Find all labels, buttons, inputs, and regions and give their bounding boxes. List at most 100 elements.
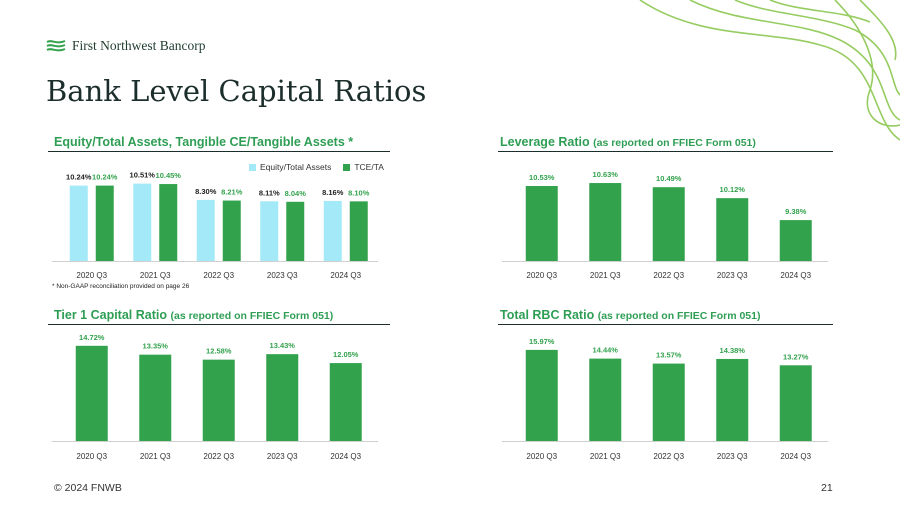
data-label: 10.53%: [529, 173, 555, 182]
equity-chart-legend: Equity/Total Assets TCE/TA: [249, 162, 384, 172]
legend-swatch-light-blue: [249, 163, 256, 171]
data-label: 14.38%: [720, 346, 746, 355]
bar-value-2020-q3: [525, 349, 558, 441]
bar-value-2020-q3: [525, 186, 558, 261]
bar-value-2023-q3: [716, 358, 749, 441]
data-label: 13.43%: [270, 341, 296, 350]
category-tick-label: 2022 Q3: [653, 452, 684, 461]
equity-title-rule: [48, 151, 390, 152]
category-tick-label: 2024 Q3: [780, 452, 811, 461]
company-logo: First Northwest Bancorp: [46, 38, 205, 54]
bar-value-2023-q3: [266, 354, 299, 441]
category-tick-label: 2024 Q3: [780, 271, 811, 280]
equity-ratio-bar-chart: 10.24% 10.24% 2020 Q3 10.51% 10.45% 2021 Q3 8.…: [52, 171, 378, 280]
bar-value-2021-q3: [589, 183, 622, 261]
data-label: 9.38%: [785, 207, 807, 216]
category-tick-label: 2023 Q3: [717, 452, 748, 461]
data-label: 10.45%: [156, 171, 182, 180]
copyright: © 2024 FNWB: [54, 482, 122, 494]
category-tick-label: 2023 Q3: [267, 452, 298, 461]
tier1-chart-title: Tier 1 Capital Ratio (as reported on FFI…: [54, 308, 333, 322]
bar-value-2023-q3: [716, 198, 749, 261]
data-label: 13.35%: [143, 342, 169, 351]
bar-value-2024-q3: [329, 363, 362, 441]
non-gaap-footnote: * Non-GAAP reconciliation provided on pa…: [52, 283, 190, 290]
bar-equity-total-assets-2022-q3: [196, 199, 215, 261]
tier1-title-rule: [48, 324, 390, 325]
category-tick-label: 2022 Q3: [653, 271, 684, 280]
rbc-title-rule: [498, 324, 833, 325]
rbc-chart-title-text: Total RBC Ratio: [500, 308, 595, 322]
legend-label: Equity/Total Assets: [260, 162, 332, 172]
category-tick-label: 2021 Q3: [140, 271, 171, 280]
wave-logo-icon: [46, 40, 66, 52]
bar-value-2024-q3: [779, 220, 812, 261]
bar-tce-ta-2023-q3: [286, 201, 305, 261]
legend-label: TCE/TA: [354, 162, 384, 172]
data-label: 8.21%: [221, 188, 243, 197]
bar-tce-ta-2021-q3: [159, 184, 178, 261]
data-label: 10.63%: [593, 170, 619, 179]
category-tick-label: 2020 Q3: [76, 271, 107, 280]
data-label: 10.51%: [130, 171, 156, 180]
bar-tce-ta-2020-q3: [95, 185, 114, 261]
company-name: First Northwest Bancorp: [72, 38, 206, 53]
category-tick-label: 2021 Q3: [140, 452, 171, 461]
bar-value-2021-q3: [139, 354, 172, 441]
bar-value-2024-q3: [779, 365, 812, 441]
equity-chart-title: Equity/Total Assets, Tangible CE/Tangibl…: [54, 135, 353, 149]
category-tick-label: 2022 Q3: [203, 271, 234, 280]
leverage-chart-title-suffix: (as reported on FFIEC Form 051): [593, 137, 756, 149]
bar-value-2021-q3: [589, 358, 622, 441]
bar-tce-ta-2024-q3: [349, 201, 368, 261]
data-label: 10.24%: [92, 173, 118, 182]
data-label: 10.49%: [656, 174, 682, 183]
tier1-chart-title-text: Tier 1 Capital Ratio: [54, 308, 167, 322]
data-label: 12.58%: [206, 347, 232, 356]
data-label: 8.16%: [322, 188, 344, 197]
category-tick-label: 2021 Q3: [590, 452, 621, 461]
category-tick-label: 2023 Q3: [717, 271, 748, 280]
category-tick-label: 2020 Q3: [526, 452, 557, 461]
page-number: 21: [821, 482, 833, 494]
category-tick-label: 2024 Q3: [330, 271, 361, 280]
data-label: 10.12%: [720, 185, 746, 194]
data-label: 8.10%: [348, 188, 370, 197]
data-label: 10.24%: [66, 173, 92, 182]
bar-equity-total-assets-2024-q3: [323, 200, 342, 261]
bar-tce-ta-2022-q3: [222, 200, 241, 261]
category-tick-label: 2022 Q3: [203, 452, 234, 461]
tier1-chart-title-suffix: (as reported on FFIEC Form 051): [170, 310, 334, 322]
bar-equity-total-assets-2023-q3: [260, 201, 279, 261]
category-tick-label: 2021 Q3: [590, 271, 621, 280]
data-label: 15.97%: [529, 337, 555, 346]
page-title: Bank Level Capital Ratios: [46, 74, 427, 108]
data-label: 14.44%: [593, 346, 619, 355]
rbc-chart-title-suffix: (as reported on FFIEC Form 051): [597, 310, 761, 322]
total-rbc-ratio-bar-chart: 15.97% 2020 Q3 14.44% 2021 Q3 13.57% 2022 Q3 1…: [502, 337, 828, 461]
bar-value-2020-q3: [75, 345, 108, 441]
bar-value-2022-q3: [652, 187, 685, 261]
equity-chart-title-text: Equity/Total Assets, Tangible CE/Tangibl…: [54, 135, 354, 149]
data-label: 13.27%: [783, 352, 809, 361]
data-label: 12.05%: [333, 350, 359, 359]
data-label: 8.11%: [259, 188, 280, 197]
tier1-capital-ratio-bar-chart: 14.72% 2020 Q3 13.35% 2021 Q3 12.58% 2022 Q3 1…: [52, 333, 378, 461]
data-label: 8.30%: [195, 187, 217, 196]
category-tick-label: 2020 Q3: [526, 271, 557, 280]
leverage-chart-title-text: Leverage Ratio: [500, 135, 590, 149]
category-tick-label: 2023 Q3: [267, 271, 298, 280]
leverage-chart-title: Leverage Ratio (as reported on FFIEC For…: [500, 135, 756, 149]
bar-value-2022-q3: [652, 363, 685, 441]
data-label: 13.57%: [656, 351, 682, 360]
bar-equity-total-assets-2021-q3: [133, 183, 152, 261]
bar-value-2022-q3: [202, 359, 235, 441]
leverage-ratio-bar-chart: 10.53% 2020 Q3 10.63% 2021 Q3 10.49% 2022 Q3 1…: [502, 170, 828, 280]
data-label: 14.72%: [79, 333, 105, 342]
category-tick-label: 2020 Q3: [76, 452, 107, 461]
legend-swatch-green: [343, 163, 351, 171]
legend-item-equity-total-assets: Equity/Total Assets: [249, 162, 331, 172]
data-label: 8.04%: [285, 189, 307, 198]
bar-equity-total-assets-2020-q3: [69, 185, 88, 261]
legend-item-tce-ta: TCE/TA: [343, 162, 384, 172]
